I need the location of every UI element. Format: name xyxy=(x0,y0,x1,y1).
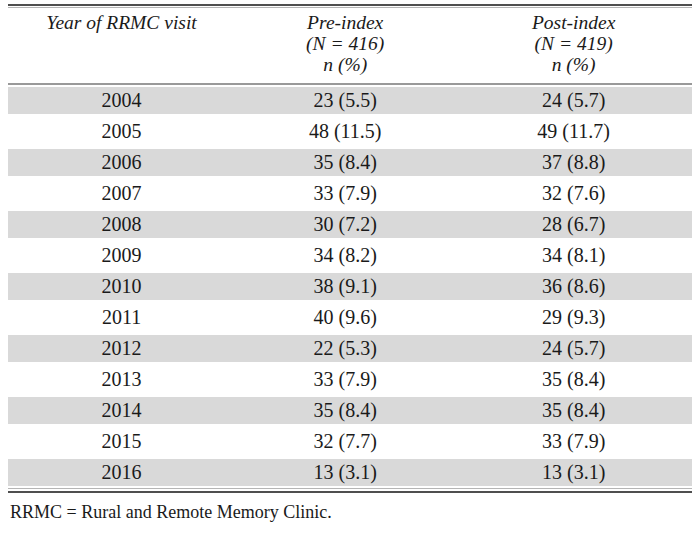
post-index-cell: 32 (7.6) xyxy=(455,178,692,209)
rrmc-visit-table-inner: Year of RRMC visit Pre-index (N = 416) n… xyxy=(8,7,692,489)
pre-index-cell: 34 (8.2) xyxy=(235,240,455,271)
year-cell: 2016 xyxy=(8,457,235,488)
table-row: 200635 (8.4)37 (8.8) xyxy=(8,147,692,178)
table-row: 201222 (5.3)24 (5.7) xyxy=(8,333,692,364)
pre-index-cell: 32 (7.7) xyxy=(235,426,455,457)
table-footnote: RRMC = Rural and Remote Memory Clinic. xyxy=(10,501,700,523)
year-cell: 2012 xyxy=(8,333,235,364)
header-line: n (%) xyxy=(235,54,455,75)
table-header: Year of RRMC visit Pre-index (N = 416) n… xyxy=(8,8,692,85)
pre-index-cell: 40 (9.6) xyxy=(235,302,455,333)
pre-index-cell: 13 (3.1) xyxy=(235,457,455,488)
post-index-cell: 37 (8.8) xyxy=(455,147,692,178)
header-line: Post-index xyxy=(455,12,692,33)
table-row: 201333 (7.9)35 (8.4) xyxy=(8,364,692,395)
post-index-cell: 29 (9.3) xyxy=(455,302,692,333)
post-index-cell: 13 (3.1) xyxy=(455,457,692,488)
pre-index-cell: 48 (11.5) xyxy=(235,116,455,147)
post-index-cell: 28 (6.7) xyxy=(455,209,692,240)
header-row: Year of RRMC visit Pre-index (N = 416) n… xyxy=(8,8,692,85)
rrmc-visit-table-frame: Year of RRMC visit Pre-index (N = 416) n… xyxy=(8,4,692,493)
column-header-post-index: Post-index (N = 419) n (%) xyxy=(455,8,692,85)
year-cell: 2004 xyxy=(8,85,235,116)
year-cell: 2007 xyxy=(8,178,235,209)
table-row: 201435 (8.4)35 (8.4) xyxy=(8,395,692,426)
pre-index-cell: 30 (7.2) xyxy=(235,209,455,240)
table-row: 201038 (9.1)36 (8.6) xyxy=(8,271,692,302)
header-line: (N = 419) xyxy=(455,33,692,54)
year-cell: 2008 xyxy=(8,209,235,240)
pre-index-cell: 22 (5.3) xyxy=(235,333,455,364)
pre-index-cell: 35 (8.4) xyxy=(235,147,455,178)
header-line: Pre-index xyxy=(235,12,455,33)
pre-index-cell: 35 (8.4) xyxy=(235,395,455,426)
year-cell: 2015 xyxy=(8,426,235,457)
pre-index-cell: 33 (7.9) xyxy=(235,364,455,395)
header-line: (N = 416) xyxy=(235,33,455,54)
table-row: 201140 (9.6)29 (9.3) xyxy=(8,302,692,333)
table-row: 200934 (8.2)34 (8.1) xyxy=(8,240,692,271)
post-index-cell: 24 (5.7) xyxy=(455,333,692,364)
year-cell: 2009 xyxy=(8,240,235,271)
column-header-year: Year of RRMC visit xyxy=(8,8,235,85)
table-row: 200423 (5.5)24 (5.7) xyxy=(8,85,692,116)
year-cell: 2011 xyxy=(8,302,235,333)
year-cell: 2010 xyxy=(8,271,235,302)
table-body: 200423 (5.5)24 (5.7)200548 (11.5)49 (11.… xyxy=(8,85,692,488)
column-header-pre-index: Pre-index (N = 416) n (%) xyxy=(235,8,455,85)
pre-index-cell: 38 (9.1) xyxy=(235,271,455,302)
post-index-cell: 36 (8.6) xyxy=(455,271,692,302)
rrmc-visit-table: Year of RRMC visit Pre-index (N = 416) n… xyxy=(8,8,692,488)
post-index-cell: 49 (11.7) xyxy=(455,116,692,147)
year-cell: 2014 xyxy=(8,395,235,426)
year-cell: 2013 xyxy=(8,364,235,395)
post-index-cell: 33 (7.9) xyxy=(455,426,692,457)
post-index-cell: 34 (8.1) xyxy=(455,240,692,271)
header-line: Year of RRMC visit xyxy=(8,12,235,33)
year-cell: 2006 xyxy=(8,147,235,178)
header-line: n (%) xyxy=(455,54,692,75)
table-row: 201613 (3.1)13 (3.1) xyxy=(8,457,692,488)
post-index-cell: 35 (8.4) xyxy=(455,395,692,426)
post-index-cell: 24 (5.7) xyxy=(455,85,692,116)
table-row: 201532 (7.7)33 (7.9) xyxy=(8,426,692,457)
table-row: 200830 (7.2)28 (6.7) xyxy=(8,209,692,240)
year-cell: 2005 xyxy=(8,116,235,147)
pre-index-cell: 23 (5.5) xyxy=(235,85,455,116)
table-row: 200548 (11.5)49 (11.7) xyxy=(8,116,692,147)
pre-index-cell: 33 (7.9) xyxy=(235,178,455,209)
post-index-cell: 35 (8.4) xyxy=(455,364,692,395)
table-row: 200733 (7.9)32 (7.6) xyxy=(8,178,692,209)
